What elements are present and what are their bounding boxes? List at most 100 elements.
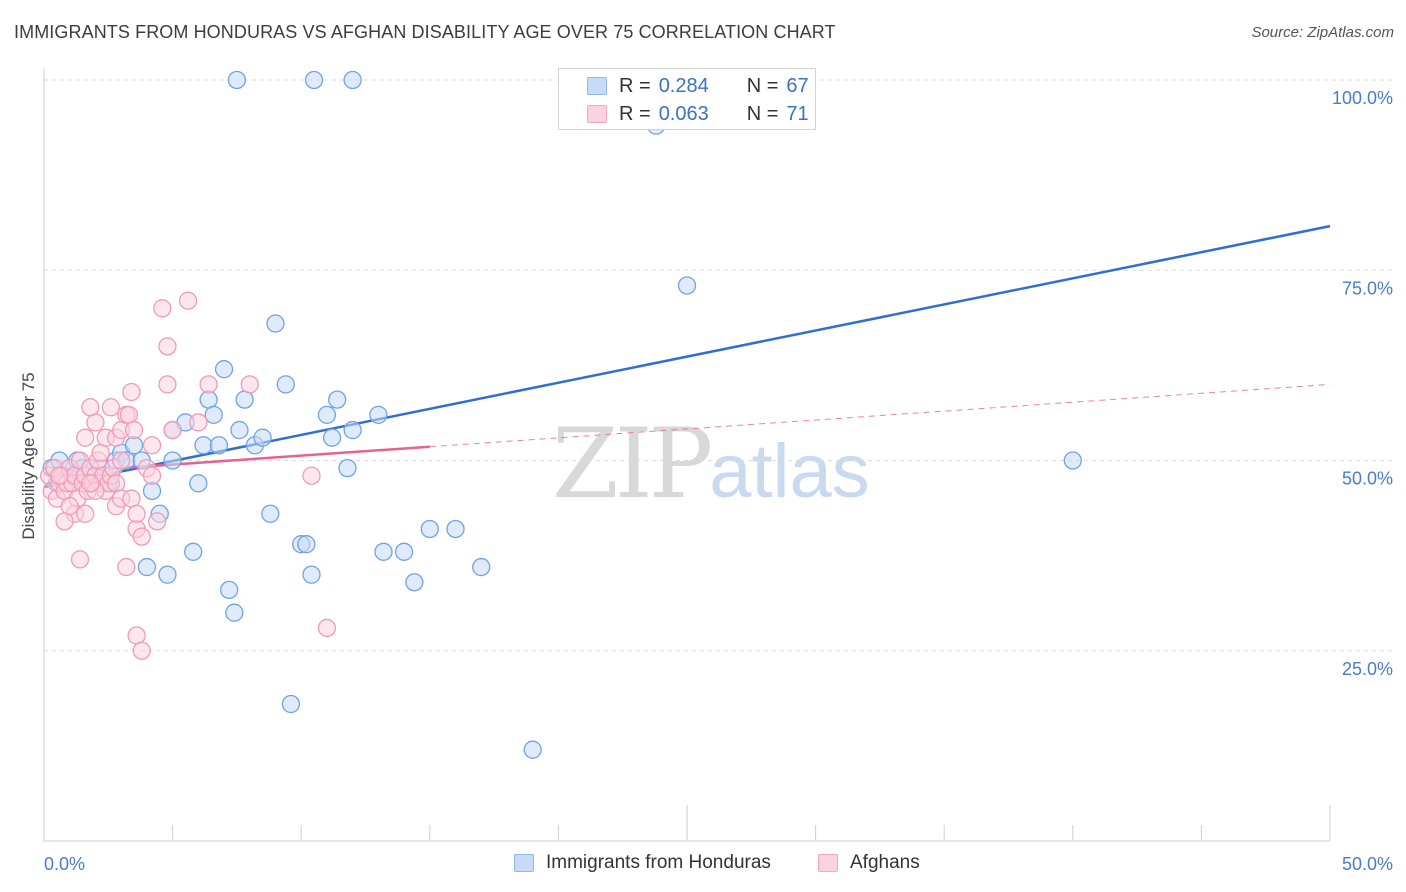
trend-line-honduras [43, 224, 1331, 489]
point-afghans [124, 420, 144, 440]
point-honduras [227, 70, 247, 90]
y-tick-label: 75.0% [1342, 278, 1393, 298]
legend-n-label: N = [746, 74, 779, 97]
point-honduras [472, 557, 491, 577]
point-afghans [153, 299, 172, 318]
point-afghans [119, 405, 139, 424]
point-afghans [86, 413, 105, 432]
point-afghans [158, 337, 177, 356]
series-label-honduras: Immigrants from Honduras [546, 852, 771, 873]
point-honduras [343, 420, 362, 440]
point-honduras [281, 694, 301, 714]
point-afghans [163, 420, 182, 440]
point-afghans [148, 512, 167, 531]
point-honduras [142, 481, 162, 501]
legend-r-label: R = [619, 102, 651, 125]
y-tick-label: 50.0% [1342, 469, 1393, 489]
point-afghans [60, 497, 79, 516]
point-afghans [76, 428, 95, 447]
point-honduras [1063, 451, 1082, 470]
point-honduras [220, 580, 239, 600]
point-honduras [317, 405, 337, 424]
point-honduras [253, 428, 272, 447]
point-honduras [184, 542, 203, 561]
trend-line-afghans-extension [429, 383, 1331, 448]
points-afghans [39, 291, 337, 660]
point-honduras [405, 573, 424, 592]
point-honduras [374, 542, 393, 561]
point-afghans [91, 443, 110, 463]
correlation-legend: R = 0.284 N = 67 R = 0.063 N = 71 [558, 68, 816, 130]
series-legend-honduras[interactable]: Immigrants from Honduras [514, 852, 771, 874]
point-afghans [142, 436, 162, 455]
point-afghans [317, 618, 337, 638]
source-label: Source: ZipAtlas.com [1251, 24, 1394, 41]
point-honduras [328, 390, 347, 409]
point-afghans [101, 398, 121, 417]
point-afghans [81, 398, 100, 417]
point-honduras [189, 474, 208, 493]
point-afghans [122, 489, 141, 508]
point-afghans [106, 474, 126, 493]
point-honduras [225, 603, 244, 622]
point-afghans [70, 550, 90, 569]
gridlines [44, 79, 1392, 652]
legend-n-label: N = [746, 102, 779, 125]
y-tick-label: 25.0% [1342, 659, 1393, 679]
x-tick-label: 0.0% [44, 854, 85, 874]
series-label-afghans: Afghans [850, 852, 920, 873]
point-honduras [214, 360, 234, 379]
point-honduras [304, 70, 324, 90]
trend-lines [43, 224, 1331, 489]
series-legend-afghans[interactable]: Afghans [818, 852, 920, 874]
tick-labels: 25.0% 50.0% 75.0% 100.0% 0.0% 50.0% Disability… [19, 88, 1393, 874]
legend-n-value: 71 [786, 102, 809, 125]
point-honduras [297, 535, 316, 554]
point-honduras [235, 390, 254, 409]
point-honduras [369, 405, 388, 424]
point-afghans [76, 504, 95, 523]
point-honduras [209, 436, 229, 455]
axes [43, 68, 1331, 842]
point-afghans [189, 413, 208, 432]
legend-swatch-afghans [587, 105, 607, 123]
y-axis-label: Disability Age Over 75 [19, 372, 38, 539]
point-afghans [240, 375, 259, 394]
point-honduras [230, 420, 249, 440]
point-afghans [132, 527, 151, 546]
legend-r-value: 0.284 [658, 74, 709, 97]
point-afghans [55, 512, 74, 531]
point-honduras [266, 314, 285, 333]
point-afghans [158, 375, 177, 394]
point-honduras [194, 436, 213, 455]
point-afghans [122, 382, 141, 402]
point-honduras [420, 519, 439, 539]
point-afghans [142, 466, 162, 485]
point-afghans [199, 375, 218, 394]
x-tick-label: 50.0% [1342, 854, 1393, 874]
series-swatch-honduras [514, 854, 534, 872]
point-honduras [302, 565, 321, 584]
point-honduras [163, 451, 182, 470]
legend-row-honduras: R = 0.284 N = 67 [559, 72, 809, 100]
point-afghans [112, 451, 131, 470]
point-honduras [261, 504, 280, 523]
legend-row-afghans: R = 0.063 N = 71 [559, 100, 809, 128]
legend-swatch-honduras [587, 77, 607, 95]
chart-title: IMMIGRANTS FROM HONDURAS VS AFGHAN DISAB… [14, 22, 836, 42]
point-honduras [343, 70, 362, 90]
point-afghans [127, 504, 146, 523]
legend-r-label: R = [619, 74, 651, 97]
point-afghans [302, 466, 321, 485]
point-honduras [677, 276, 697, 295]
legend-r-value: 0.063 [658, 102, 709, 125]
point-afghans [127, 626, 146, 645]
point-honduras [276, 375, 295, 394]
y-tick-label: 100.0% [1332, 88, 1393, 108]
point-honduras [199, 390, 218, 409]
point-honduras [124, 436, 144, 455]
point-honduras [394, 542, 414, 561]
point-honduras [446, 519, 465, 539]
point-afghans [132, 641, 151, 660]
